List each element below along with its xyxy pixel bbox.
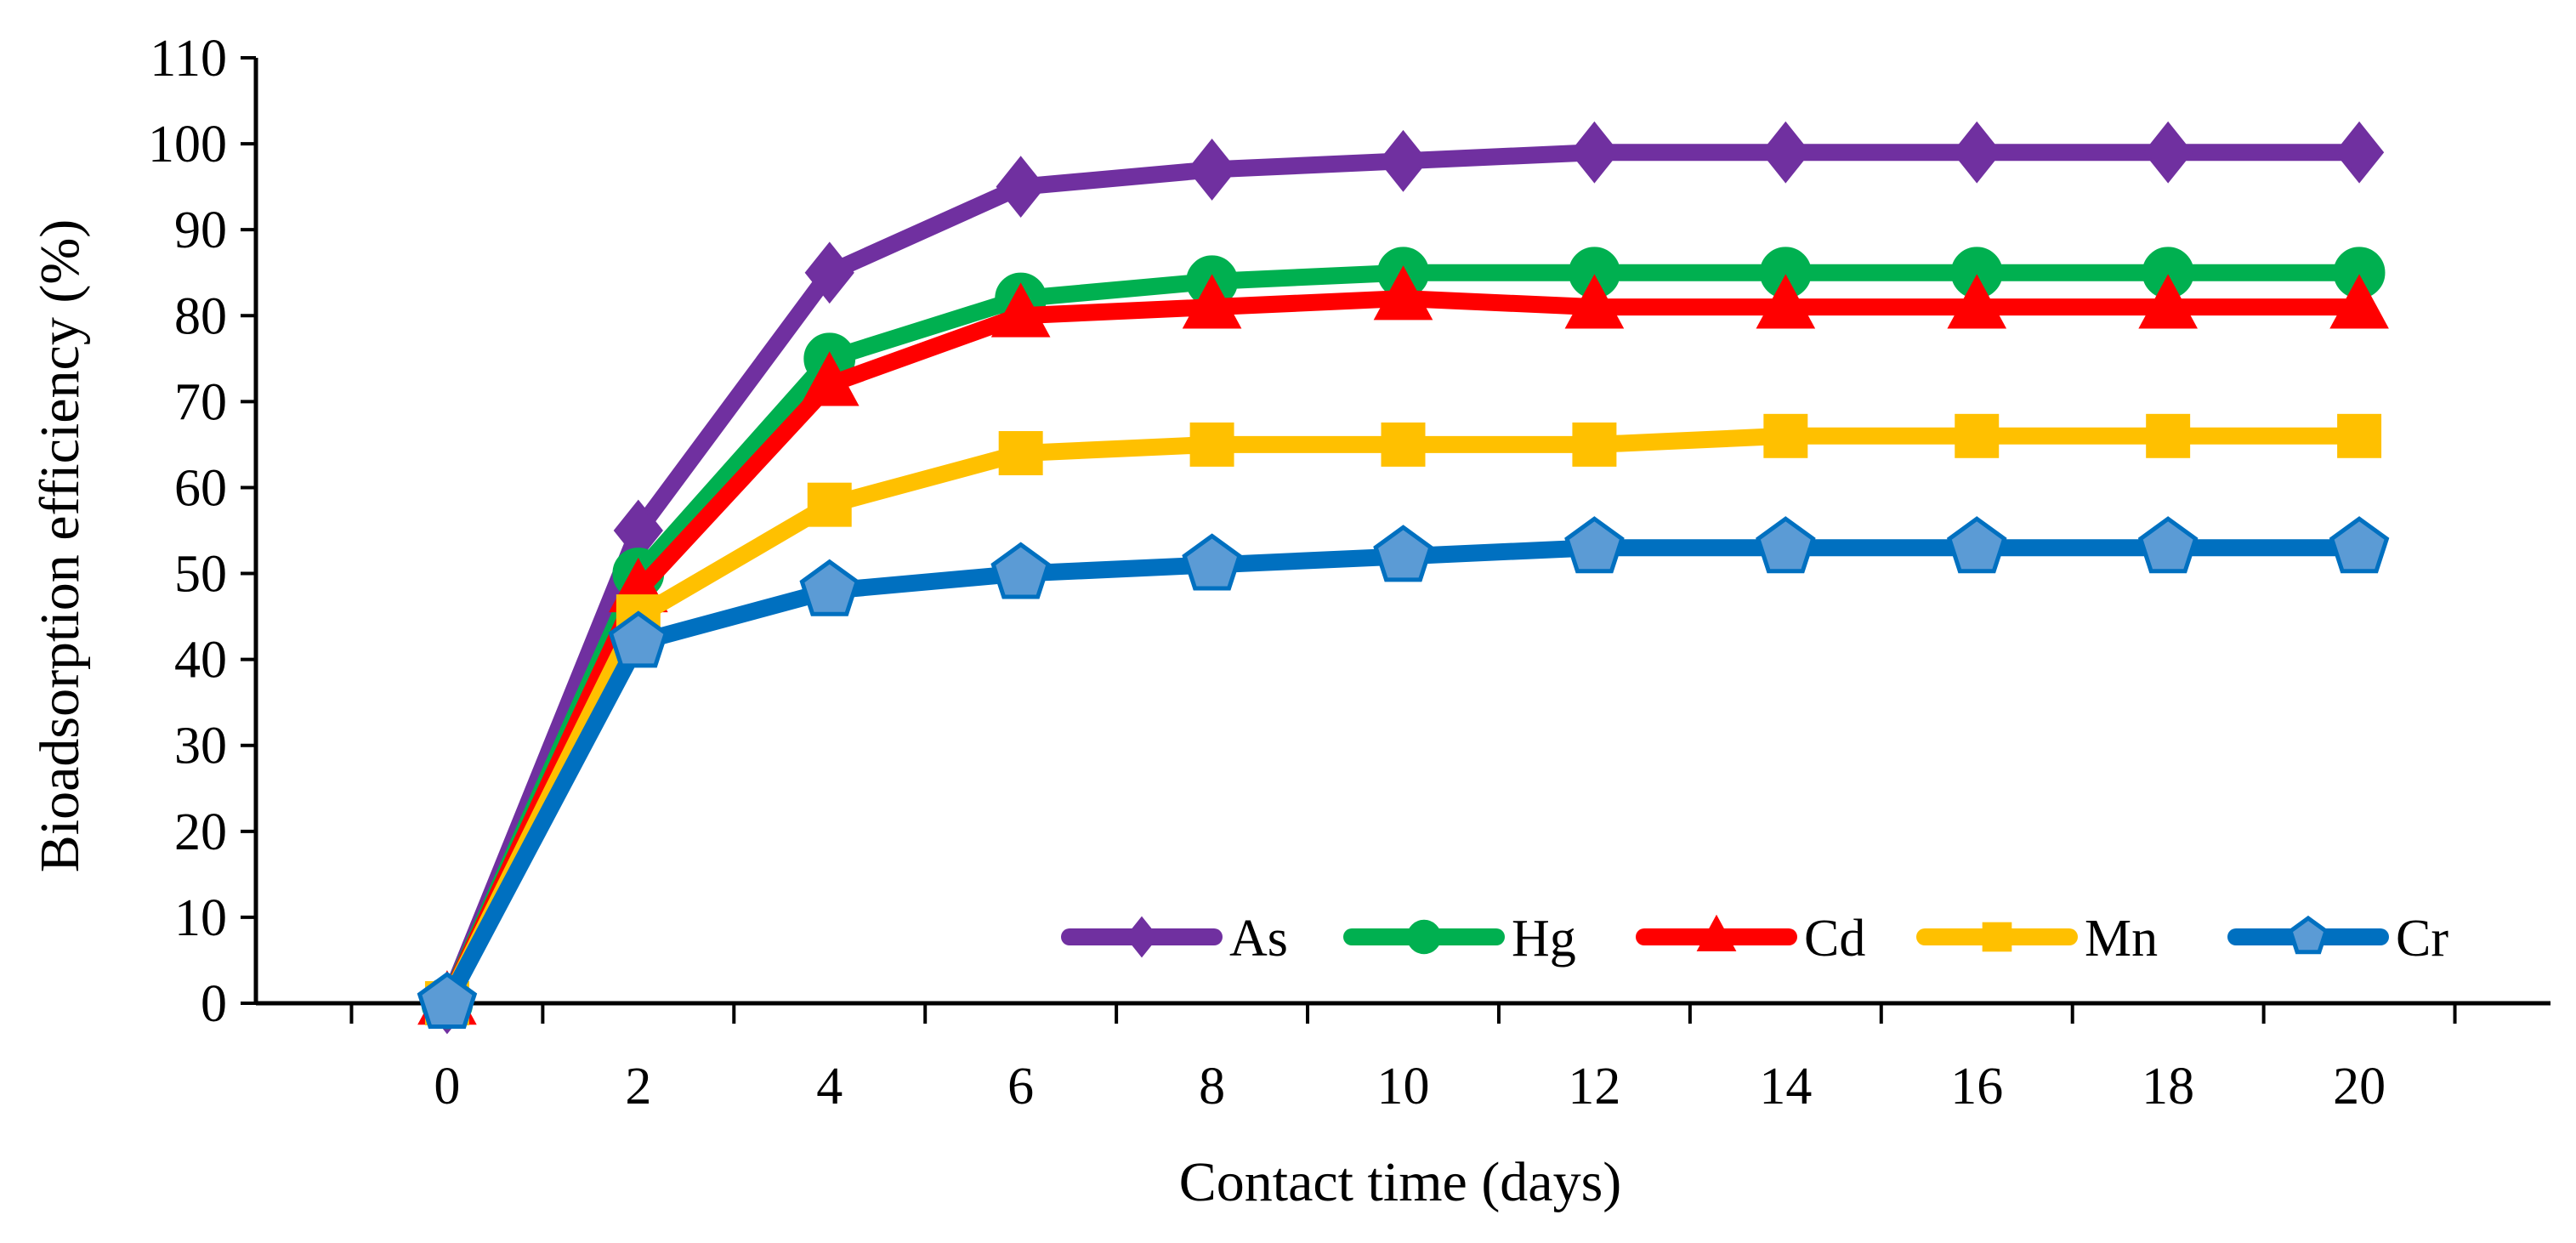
series-mn <box>424 413 2382 1025</box>
legend-marker-cr <box>2288 915 2329 955</box>
y-tick-label: 100 <box>148 116 227 173</box>
legend-item-as: As <box>1061 910 1288 968</box>
data-point-cd <box>1182 274 1242 329</box>
y-tick-label: 70 <box>174 373 227 431</box>
x-tick-label: 18 <box>2142 1058 2194 1115</box>
data-point-cd <box>799 351 860 406</box>
data-point-cr <box>1182 533 1242 591</box>
data-point-mn <box>1955 413 2000 458</box>
data-point-cd <box>2138 274 2198 329</box>
data-point-mn <box>2146 413 2191 458</box>
data-point-mn <box>1381 422 1426 467</box>
data-point-cr <box>1756 516 1816 574</box>
y-axis-title: Bioadsorption efficiency (%) <box>29 219 91 873</box>
data-point-mn <box>2337 413 2382 458</box>
data-point-cr <box>2329 516 2390 574</box>
legend: As Hg Cd Mn Cr <box>1061 910 2448 968</box>
series-cr <box>417 516 2390 1030</box>
x-axis-title: Contact time (days) <box>1179 1151 1622 1213</box>
y-tick-label: 40 <box>174 632 227 690</box>
y-tick-label: 80 <box>174 287 227 345</box>
data-point-cr <box>417 971 478 1030</box>
legend-item-cr: Cr <box>2227 910 2448 968</box>
x-tick-label: 20 <box>2333 1058 2386 1115</box>
y-tick-label: 110 <box>150 30 227 88</box>
y-tick-label: 0 <box>201 975 227 1033</box>
data-point-cd <box>1947 274 2007 329</box>
data-point-cr <box>608 610 669 668</box>
data-point-cd <box>990 282 1051 338</box>
data-point-cd <box>1564 274 1625 329</box>
y-tick-label: 30 <box>174 718 227 775</box>
legend-label-cr: Cr <box>2396 910 2448 968</box>
data-point-as <box>1569 121 1620 184</box>
legend-label-hg: Hg <box>1512 910 1576 968</box>
legend-item-cd: Cd <box>1636 910 1865 968</box>
x-tick-label: 14 <box>1759 1058 1812 1115</box>
data-point-as <box>2334 121 2385 184</box>
legend-label-mn: Mn <box>2085 910 2158 968</box>
data-point-as <box>1761 121 1811 184</box>
data-point-mn <box>1572 422 1617 467</box>
legend-item-mn: Mn <box>1916 910 2158 968</box>
data-point-as <box>1187 139 1237 201</box>
data-point-cr <box>1946 516 2007 574</box>
legend-item-hg: Hg <box>1343 910 1576 968</box>
x-tick-label: 6 <box>1007 1058 1034 1115</box>
data-point-as <box>804 241 854 304</box>
data-point-cr <box>799 559 860 616</box>
y-tick-label: 10 <box>174 889 227 947</box>
series-line-hg <box>438 264 2369 1012</box>
data-point-cr <box>2137 516 2199 574</box>
legend-marker-hg <box>1406 919 1442 955</box>
legend-marker-mn <box>1982 922 2012 952</box>
x-tick-label: 16 <box>1950 1058 2003 1115</box>
y-tick-label: 60 <box>174 459 227 517</box>
x-tick-label: 8 <box>1199 1058 1225 1115</box>
data-point-as <box>996 156 1046 219</box>
data-point-cd <box>1373 265 1433 321</box>
data-point-mn <box>998 431 1043 475</box>
data-point-as <box>2143 121 2193 184</box>
x-tick-label: 0 <box>434 1058 460 1115</box>
x-tick-label: 12 <box>1568 1058 1620 1115</box>
series-line-mn <box>438 427 2369 1012</box>
series-as <box>422 121 2385 1035</box>
legend-marker-cd <box>1696 914 1737 951</box>
data-point-cr <box>1564 516 1625 574</box>
data-point-cr <box>1373 525 1433 582</box>
data-point-mn <box>1189 422 1234 467</box>
y-tick-label: 20 <box>174 803 227 861</box>
y-tick-label: 90 <box>174 201 227 259</box>
legend-marker-as <box>1125 916 1159 958</box>
legend-label-cd: Cd <box>1804 910 1865 968</box>
data-point-as <box>1952 121 2002 184</box>
x-tick-label: 2 <box>625 1058 651 1115</box>
series-layer <box>417 121 2390 1035</box>
data-point-cr <box>990 542 1051 599</box>
legend-label-as: As <box>1229 910 1288 968</box>
x-tick-label: 10 <box>1377 1058 1430 1115</box>
data-point-cd <box>1756 274 1816 329</box>
y-tick-label: 50 <box>174 546 227 604</box>
data-point-as <box>1378 129 1428 192</box>
data-point-mn <box>1763 413 1808 458</box>
data-point-cd <box>2329 274 2389 329</box>
x-tick-label: 4 <box>816 1058 843 1115</box>
data-point-mn <box>807 482 852 527</box>
axes: 0 10 20 30 40 50 60 70 80 90 100 110 0 2 4 6 8 10 12 14 16 18… <box>148 30 2550 1115</box>
